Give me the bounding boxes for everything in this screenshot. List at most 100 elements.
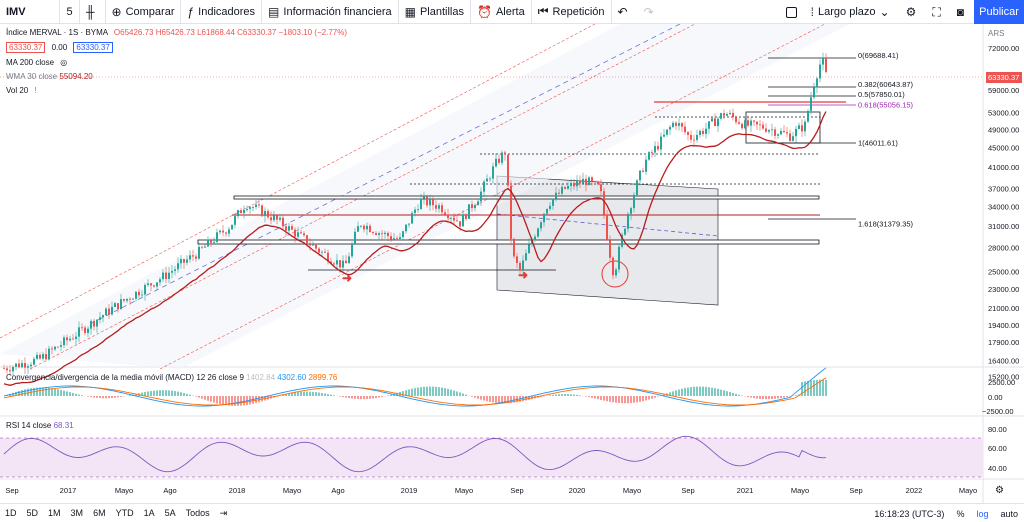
range-6m[interactable]: 6M <box>93 508 106 518</box>
clock-label[interactable]: 16:18:23 (UTC-3) <box>874 508 945 519</box>
regression-midline[interactable] <box>496 213 719 237</box>
candle-body <box>129 298 131 300</box>
range-1a[interactable]: 1A <box>143 508 155 518</box>
candles-series[interactable] <box>3 52 827 377</box>
range-all[interactable]: Todos <box>185 508 210 518</box>
range-1m[interactable]: 1M <box>48 508 61 518</box>
wma30-legend[interactable]: WMA 30 close 55094.20 <box>6 72 93 81</box>
snapshot-button[interactable]: ◙ <box>951 0 974 24</box>
rsi-legend[interactable]: RSI 14 close 68.31 <box>6 421 74 430</box>
highlight-circle[interactable] <box>601 260 629 288</box>
macd-bar <box>54 388 56 396</box>
ma200-legend[interactable]: MA 200 close ◎ <box>6 58 67 67</box>
bottom-right: 16:18:23 (UTC-3) % log auto <box>868 504 1024 522</box>
compare-button[interactable]: ⊕ Comparar <box>106 0 182 24</box>
vol-legend[interactable]: Vol 20 ! <box>6 86 37 95</box>
candle-body <box>144 284 146 295</box>
candle-body <box>405 224 407 232</box>
warning-icon[interactable]: ! <box>34 86 37 95</box>
macd-signal-line[interactable] <box>3 377 827 406</box>
candle-body <box>234 216 236 225</box>
candle-body <box>270 217 272 221</box>
candle-body <box>243 210 245 214</box>
range-5a[interactable]: 5A <box>164 508 176 518</box>
macd-bar <box>450 389 452 396</box>
main-chart[interactable]: ➜ ➜ 72000.00 59000.00 53000.00 49000.00 4500… <box>0 24 1024 503</box>
candle-body <box>777 134 779 136</box>
log-toggle[interactable]: log <box>976 508 989 519</box>
chart-style-button[interactable]: ╫ <box>80 0 106 24</box>
rsi-line[interactable] <box>3 435 827 473</box>
candle-body <box>750 120 752 126</box>
macd-bar <box>57 389 59 396</box>
candle-body <box>339 260 341 268</box>
macd-bar <box>153 390 155 396</box>
settings-gear-icon[interactable]: ⚙ <box>995 485 1004 496</box>
candle-body <box>324 251 326 253</box>
auto-toggle[interactable]: auto <box>1000 508 1018 519</box>
publish-button[interactable]: Publicar <box>974 0 1024 24</box>
candle-body <box>795 128 797 137</box>
range-3m[interactable]: 3M <box>70 508 84 518</box>
macd-bar <box>12 392 14 396</box>
arrow-up-icon[interactable]: ➜ <box>342 271 352 285</box>
percent-toggle[interactable]: % <box>956 508 965 519</box>
macd-bar <box>804 381 806 396</box>
price-tick-6: 37000.00 <box>988 185 1019 194</box>
macd-bar <box>612 396 614 403</box>
redo-icon: ↷ <box>643 4 654 19</box>
replay-button[interactable]: ⏮ Repetición <box>532 0 612 24</box>
resistance-zone-34000[interactable] <box>233 195 820 200</box>
channel-upper-line[interactable] <box>0 24 596 339</box>
wma30-line[interactable] <box>3 111 827 386</box>
financials-button[interactable]: ▤ Información financiera <box>262 0 399 24</box>
buy-price-box[interactable]: 63330.37 <box>73 42 113 53</box>
layout-checkbox[interactable] <box>785 6 797 18</box>
symbol-search[interactable]: IMV <box>0 0 60 24</box>
macd-line[interactable] <box>3 367 827 407</box>
channel-midline[interactable] <box>89 24 681 325</box>
compare-label: Comparar <box>125 5 175 18</box>
price-axis[interactable]: 72000.00 59000.00 53000.00 49000.00 45000.00… <box>988 44 1019 381</box>
time-axis[interactable]: Sep 2017 Mayo Ago 2018 Mayo Ago 2019 Mayo Sep 2020… <box>5 486 977 495</box>
date-range-icon[interactable]: ⇥ <box>219 507 228 518</box>
support-zone-28000[interactable] <box>197 239 820 245</box>
candle-body <box>807 110 809 122</box>
candle-body <box>609 240 611 258</box>
candle-body <box>36 354 38 359</box>
price-tick-8: 31000.00 <box>988 222 1019 231</box>
macd-legend[interactable]: Convergencia/divergencia de la media móv… <box>6 373 337 382</box>
settings-button[interactable]: ⚙ <box>900 0 927 24</box>
candle-body <box>294 229 296 237</box>
macd-bar <box>489 396 491 402</box>
macd-bar <box>690 387 692 396</box>
alert-button[interactable]: ⏰ Alerta <box>471 0 532 24</box>
eye-off-icon[interactable]: ◎ <box>60 58 68 67</box>
range-5d[interactable]: 5D <box>26 508 39 518</box>
indicators-button[interactable]: ƒ Indicadores <box>181 0 263 24</box>
timeframe-menu[interactable]: ⁞ Largo plazo ⌄ <box>805 0 900 24</box>
candle-body <box>180 259 182 264</box>
macd-bar <box>75 393 77 396</box>
candle-body <box>783 131 785 133</box>
candle-body <box>723 113 725 116</box>
candle-body <box>456 220 458 222</box>
sell-price-box[interactable]: 63330.37 <box>6 42 46 53</box>
range-1d[interactable]: 1D <box>5 508 17 518</box>
macd-bar <box>222 396 224 405</box>
candle-body <box>537 228 539 237</box>
candle-body <box>114 303 116 307</box>
macd-bar <box>717 388 719 396</box>
templates-button[interactable]: ▦ Plantillas <box>399 0 471 24</box>
redo-button[interactable]: ↷ <box>638 0 664 24</box>
fullscreen-button[interactable]: ⛶ <box>926 0 950 24</box>
function-icon: ƒ <box>187 4 195 19</box>
macd-bar <box>42 387 44 396</box>
range-ytd[interactable]: YTD <box>115 508 134 518</box>
undo-button[interactable]: ↶ <box>612 0 638 24</box>
macd-histogram[interactable] <box>6 379 827 406</box>
interval-button[interactable]: 5 <box>60 0 80 24</box>
candle-body <box>306 235 308 245</box>
candle-body <box>165 272 167 279</box>
macd-bar <box>345 396 347 398</box>
